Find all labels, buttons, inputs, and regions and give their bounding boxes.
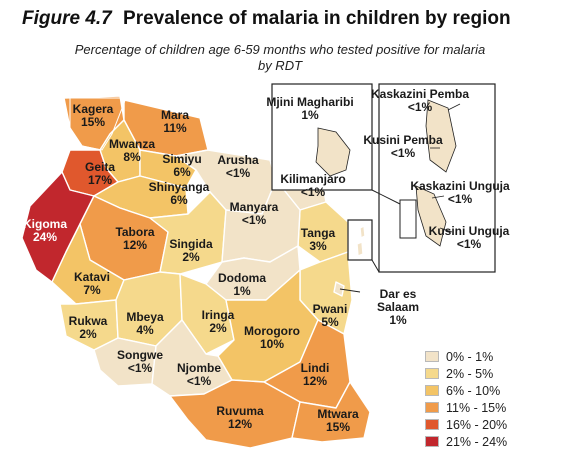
label-kaskazini-pemba: Kaskazini Pemba <1% bbox=[370, 87, 470, 114]
legend-item: 0% - 1% bbox=[425, 348, 507, 365]
inset-connector-1 bbox=[371, 189, 401, 205]
inset-pemba-island[interactable] bbox=[425, 99, 457, 173]
figure-subtitle-line2: by RDT bbox=[257, 58, 303, 73]
label-kaskazini-unguja: Kaskazini Unguja <1% bbox=[410, 179, 510, 206]
region-simiyu[interactable] bbox=[139, 149, 197, 189]
label-mtwara: Mtwara 15% bbox=[317, 407, 359, 434]
legend-swatch bbox=[425, 351, 439, 362]
label-dodoma: Dodoma 1% bbox=[218, 271, 266, 298]
inset-connector-2 bbox=[371, 259, 380, 273]
label-rukwa: Rukwa 2% bbox=[68, 314, 108, 341]
inset-leader-kusini-unguja bbox=[439, 227, 453, 233]
label-ruvuma: Ruvuma 12% bbox=[216, 404, 264, 431]
inset-unguja-island[interactable] bbox=[415, 185, 447, 247]
dar-es-salaam-leader bbox=[339, 288, 361, 293]
label-mjini-magharibi: Mjini Magharibi 1% bbox=[266, 95, 354, 122]
legend-label: 2% - 5% bbox=[446, 366, 494, 381]
label-morogoro: Morogoro 10% bbox=[244, 324, 300, 351]
label-mwanza: Mwanza 8% bbox=[108, 137, 156, 164]
label-singida: Singida 2% bbox=[169, 237, 213, 264]
legend-swatch bbox=[425, 419, 439, 430]
label-simiyu: Simiyu 6% bbox=[162, 152, 202, 179]
legend-swatch bbox=[425, 402, 439, 413]
lake-victoria bbox=[69, 97, 127, 151]
label-iringa: Iringa 2% bbox=[201, 308, 235, 335]
legend-label: 21% - 24% bbox=[446, 434, 508, 449]
region-mtwara[interactable] bbox=[291, 381, 371, 443]
label-tanga: Tanga 3% bbox=[300, 226, 336, 253]
label-kusini-unguja: Kusini Unguja <1% bbox=[428, 224, 510, 251]
figure-subtitle: Percentage of children age 6-59 months w… bbox=[14, 42, 546, 74]
map-legend: 0% - 1% 2% - 5% 6% - 10% 11% - 15% 16% -… bbox=[425, 348, 507, 450]
label-geita: Geita 17% bbox=[84, 160, 116, 187]
label-tabora: Tabora 12% bbox=[115, 225, 155, 252]
zanzibar-callout-box bbox=[347, 219, 373, 261]
legend-item: 6% - 10% bbox=[425, 382, 507, 399]
legend-label: 11% - 15% bbox=[446, 400, 507, 415]
label-njombe: Njombe <1% bbox=[176, 361, 222, 388]
inset-mjini-island[interactable] bbox=[315, 127, 351, 177]
legend-item: 21% - 24% bbox=[425, 433, 507, 450]
label-pwani: Pwani 5% bbox=[312, 302, 348, 329]
region-dar-es-salaam[interactable] bbox=[333, 281, 345, 297]
label-songwe: Songwe <1% bbox=[116, 348, 164, 375]
label-kigoma: Kigoma 24% bbox=[22, 217, 68, 244]
legend-label: 0% - 1% bbox=[446, 349, 494, 364]
inset-mjini-callout bbox=[399, 199, 417, 239]
island-pemba-main[interactable] bbox=[359, 225, 366, 239]
label-kilimanjaro: Kilimanjaro <1% bbox=[280, 172, 346, 199]
label-kusini-pemba: Kusini Pemba <1% bbox=[363, 133, 443, 160]
figure-title: Figure 4.7 Prevalence of malaria in chil… bbox=[22, 8, 552, 30]
label-shinyanga: Shinyanga 6% bbox=[148, 180, 210, 207]
figure-subtitle-line1: Percentage of children age 6-59 months w… bbox=[74, 42, 486, 57]
legend-swatch bbox=[425, 436, 439, 447]
label-dar-es-salaam: Dar es Salaam 1% bbox=[376, 287, 420, 327]
label-kagera: Kagera 15% bbox=[72, 102, 114, 129]
inset-leader-kaskazini-unguja bbox=[431, 195, 445, 199]
legend-swatch bbox=[425, 385, 439, 396]
legend-item: 11% - 15% bbox=[425, 399, 507, 416]
figure-title-text: Prevalence of malaria in children by reg… bbox=[123, 8, 511, 29]
island-unguja-main[interactable] bbox=[356, 241, 364, 257]
legend-swatch bbox=[425, 368, 439, 379]
inset-leader-kaskazini-pemba bbox=[447, 103, 461, 111]
legend-item: 16% - 20% bbox=[425, 416, 507, 433]
legend-item: 2% - 5% bbox=[425, 365, 507, 382]
label-mbeya: Mbeya 4% bbox=[126, 310, 164, 337]
label-manyara: Manyara <1% bbox=[229, 200, 279, 227]
legend-label: 16% - 20% bbox=[446, 417, 508, 432]
legend-label: 6% - 10% bbox=[446, 383, 501, 398]
label-arusha: Arusha <1% bbox=[217, 153, 259, 180]
figure-number: Figure 4.7 bbox=[22, 8, 112, 29]
label-mara: Mara 11% bbox=[160, 108, 190, 135]
label-katavi: Katavi 7% bbox=[73, 270, 111, 297]
label-lindi: Lindi 12% bbox=[300, 361, 330, 388]
